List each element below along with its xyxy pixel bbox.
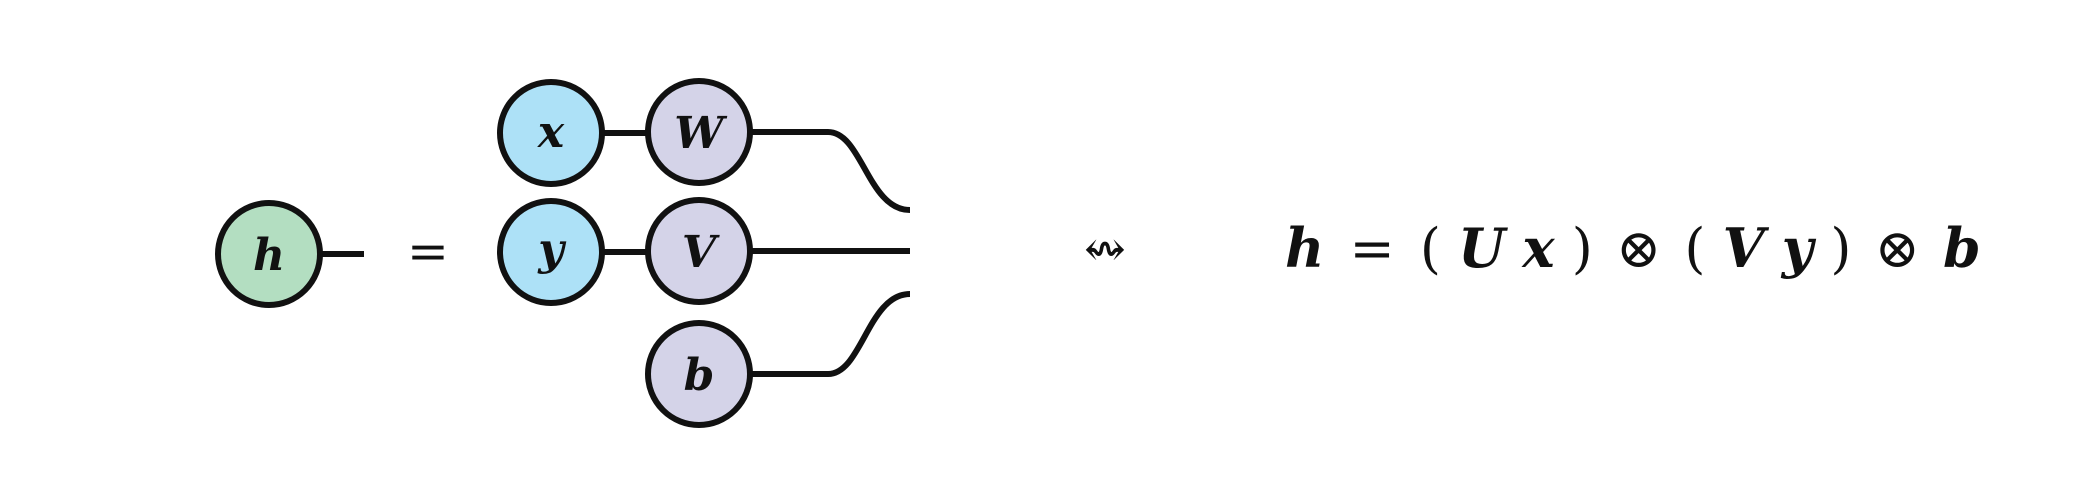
wire-W-output xyxy=(751,129,911,213)
eq-U: U xyxy=(1458,216,1508,280)
node-W-circle xyxy=(645,78,753,186)
eq-open-paren-1: ( xyxy=(1420,217,1441,280)
diagram-equals-sign: = xyxy=(407,222,449,280)
eq-x: x xyxy=(1521,216,1555,280)
node-b-label: b xyxy=(684,350,715,401)
node-h: h xyxy=(215,200,323,308)
node-b: b xyxy=(645,320,753,428)
eq-V: V xyxy=(1723,216,1770,280)
node-V-label: V xyxy=(682,227,720,278)
node-y: y xyxy=(497,198,605,306)
node-x: x xyxy=(497,79,605,187)
node-V-circle xyxy=(645,197,753,305)
node-W-label: W xyxy=(674,108,728,159)
node-y-label: y xyxy=(537,224,567,275)
eq-b: b xyxy=(1943,216,1981,280)
eq-close-paren-2: ) xyxy=(1830,217,1851,280)
node-h-label: h xyxy=(253,230,285,281)
node-b-circle xyxy=(645,320,753,428)
eq-y: y xyxy=(1781,216,1817,280)
node-h-circle xyxy=(215,200,323,308)
eq-otimes-1: ⊗ xyxy=(1616,217,1661,280)
eq-otimes-2: ⊗ xyxy=(1875,217,1920,280)
node-y-circle xyxy=(497,198,605,306)
wire-b-output xyxy=(751,291,911,377)
node-x-label: x xyxy=(537,107,565,158)
node-x-circle xyxy=(497,79,605,187)
eq-equals: = xyxy=(1349,217,1394,280)
node-V: V xyxy=(645,197,753,305)
eq-open-paren-2: ( xyxy=(1684,217,1705,280)
equation: h = ( U x ) ⊗ ( V y ) ⊗ b xyxy=(1285,216,1981,280)
eq-close-paren-1: ) xyxy=(1572,217,1593,280)
eq-h: h xyxy=(1285,216,1324,280)
node-W: W xyxy=(645,78,753,186)
equivalence-arrow-icon: ↭ xyxy=(1084,220,1126,278)
